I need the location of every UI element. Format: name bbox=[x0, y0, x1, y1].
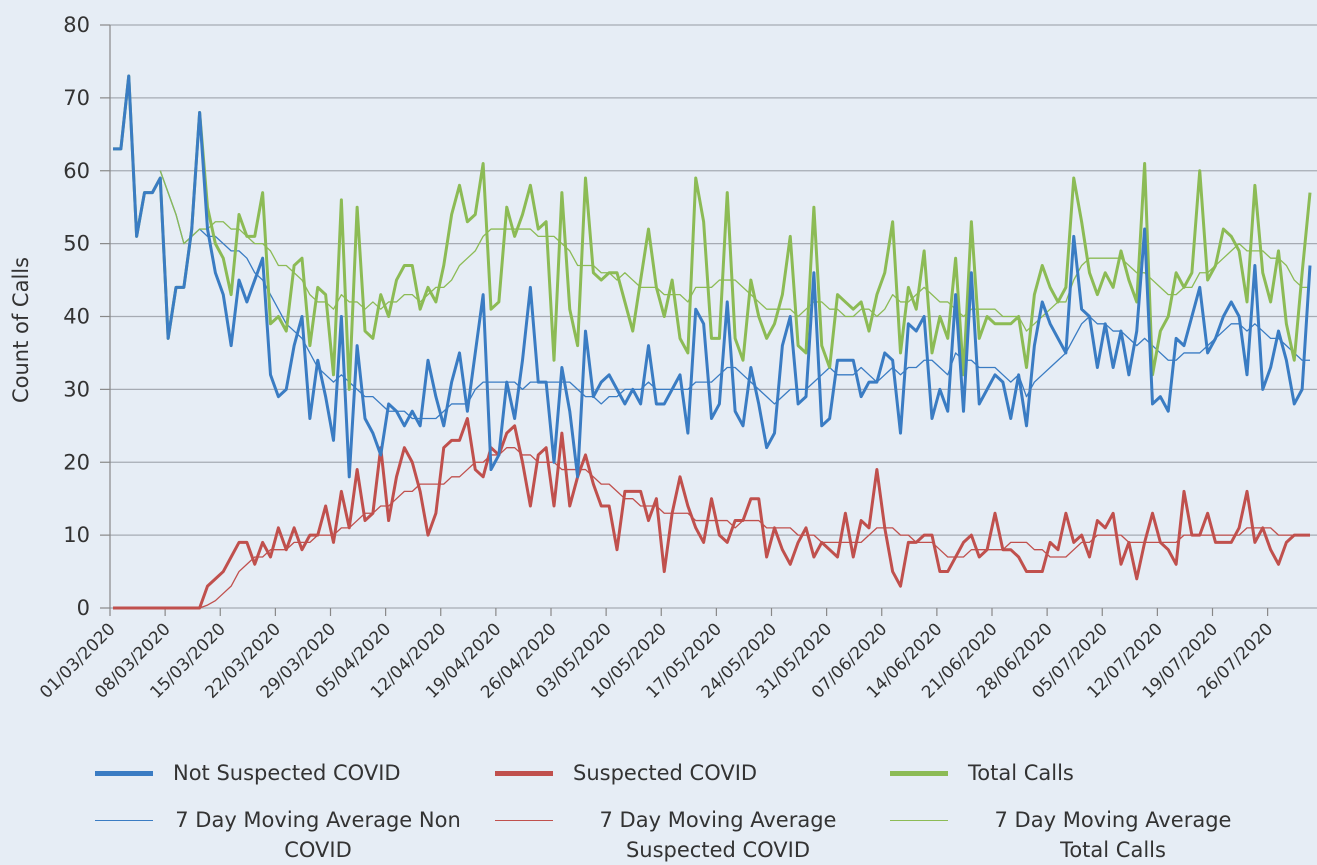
series-line bbox=[159, 170, 1310, 420]
legend-label: Total Calls bbox=[968, 761, 1074, 785]
legend-swatch bbox=[890, 820, 948, 821]
series-line bbox=[160, 447, 1310, 609]
y-tick-label: 20 bbox=[63, 450, 90, 474]
legend-label: 7 Day Moving Average Non COVID bbox=[175, 808, 461, 862]
legend-swatch bbox=[890, 771, 948, 776]
legend-label: 7 Day Moving Average Suspected COVID bbox=[599, 808, 837, 862]
y-tick-label: 30 bbox=[63, 377, 90, 401]
legend-item: Suspected COVID bbox=[495, 758, 757, 788]
series-line bbox=[113, 74, 1312, 479]
y-tick-label: 50 bbox=[63, 232, 90, 256]
legend-item: 7 Day Moving Average Non COVID bbox=[95, 805, 463, 865]
series-line bbox=[113, 417, 1310, 610]
series-line bbox=[113, 74, 1312, 391]
legend-swatch bbox=[495, 820, 553, 821]
y-tick-label: 0 bbox=[77, 596, 90, 620]
legend-swatch bbox=[95, 771, 153, 776]
legend-label: Not Suspected COVID bbox=[173, 761, 401, 785]
chart: Count of Calls 0102030405060708001/03/20… bbox=[9, 13, 1317, 703]
legend-item: Total Calls bbox=[890, 758, 1074, 788]
y-axis-title: Count of Calls bbox=[9, 257, 33, 403]
y-tick-label: 80 bbox=[63, 13, 90, 37]
legend-swatch bbox=[95, 820, 153, 821]
legend-label: Suspected COVID bbox=[573, 761, 758, 785]
y-tick-label: 10 bbox=[63, 523, 90, 547]
y-tick-label: 70 bbox=[63, 86, 90, 110]
y-tick-label: 40 bbox=[63, 305, 90, 329]
legend-label: 7 Day Moving Average Total Calls bbox=[994, 808, 1232, 862]
legend-swatch bbox=[495, 771, 553, 776]
y-tick-label: 60 bbox=[63, 159, 90, 183]
legend-item: 7 Day Moving Average Total Calls bbox=[890, 805, 1258, 865]
legend: Not Suspected COVID Suspected COVID Total … bbox=[0, 745, 1317, 865]
legend-item: 7 Day Moving Average Suspected COVID bbox=[495, 805, 863, 865]
legend-item: Not Suspected COVID bbox=[95, 758, 401, 788]
